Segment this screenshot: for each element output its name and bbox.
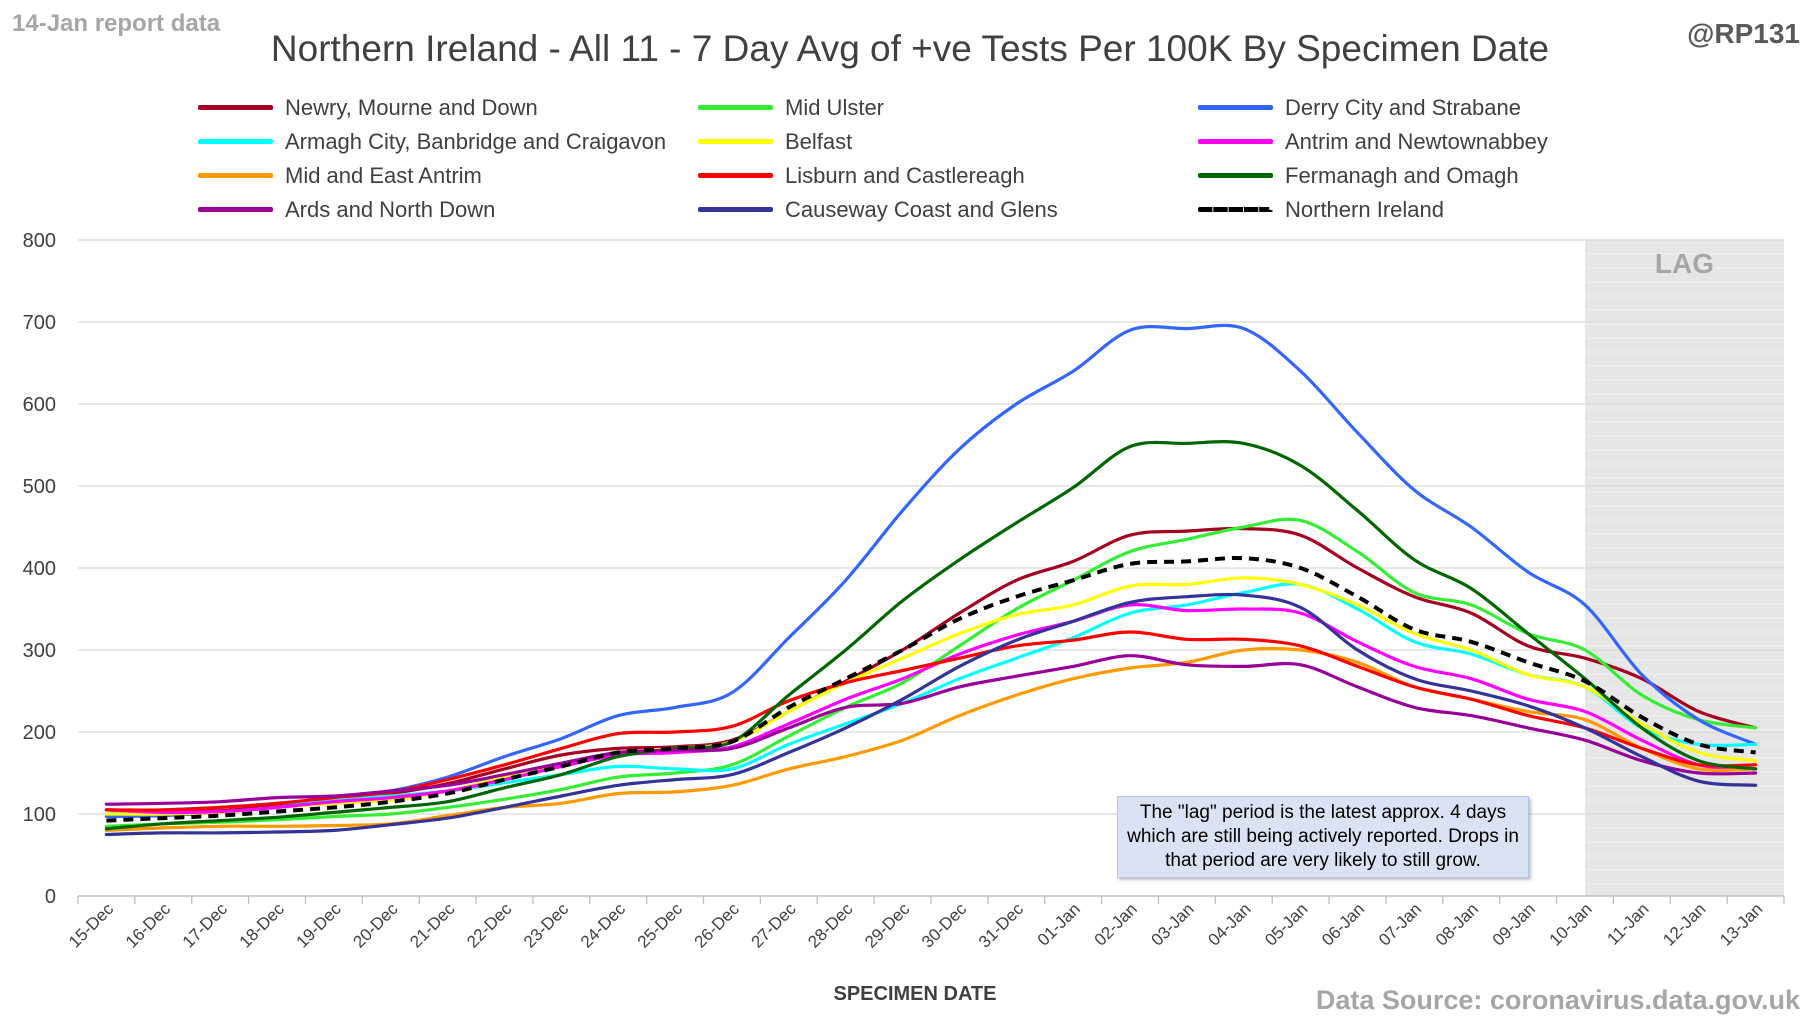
legend-swatch bbox=[198, 207, 273, 212]
legend-item: Fermanagh and Omagh bbox=[1198, 162, 1519, 189]
legend-swatch bbox=[1198, 207, 1273, 212]
x-tick-label: 24-Dec bbox=[577, 899, 630, 952]
x-tick-label: 16-Dec bbox=[122, 899, 175, 952]
legend-item: Lisburn and Castlereagh bbox=[698, 162, 1198, 189]
legend-item: Ards and North Down bbox=[198, 196, 698, 223]
legend-item: Derry City and Strabane bbox=[1198, 94, 1521, 121]
axes: 15-Dec 16-Dec 17-Dec 18-Dec 19-Dec 20-Dec 21-D… bbox=[65, 895, 1785, 952]
legend-item: Mid Ulster bbox=[698, 94, 1198, 121]
x-tick-label: 13-Jan bbox=[1716, 899, 1766, 949]
legend: Newry, Mourne and Down Mid Ulster Derry … bbox=[198, 94, 1548, 223]
legend-label: Lisburn and Castlereagh bbox=[785, 162, 1025, 188]
x-tick-label: 01-Jan bbox=[1034, 899, 1084, 949]
x-tick-label: 22-Dec bbox=[463, 899, 516, 952]
series-line bbox=[104, 517, 1758, 828]
legend-item: Causeway Coast and Glens bbox=[698, 196, 1198, 223]
x-tick-label: 20-Dec bbox=[349, 899, 402, 952]
legend-swatch bbox=[198, 139, 273, 144]
x-tick-label: 28-Dec bbox=[804, 899, 857, 952]
legend-label: Mid and East Antrim bbox=[285, 162, 482, 188]
legend-item: Mid and East Antrim bbox=[198, 162, 698, 189]
legend-label: Antrim and Newtownabbey bbox=[1285, 128, 1548, 154]
legend-label: Belfast bbox=[785, 128, 853, 154]
legend-label: Mid Ulster bbox=[785, 94, 885, 120]
legend-label: Armagh City, Banbridge and Craigavon bbox=[285, 128, 667, 154]
legend-item: Antrim and Newtownabbey bbox=[1198, 128, 1548, 155]
y-tick-label: 800 bbox=[23, 230, 56, 252]
legend-swatch bbox=[198, 173, 273, 178]
x-tick-label: 09-Jan bbox=[1489, 899, 1539, 949]
x-tick-label: 04-Jan bbox=[1204, 899, 1254, 949]
lag-label: LAG bbox=[1655, 248, 1714, 279]
x-tick-label: 18-Dec bbox=[236, 899, 289, 952]
legend-swatch bbox=[698, 105, 773, 110]
series-line bbox=[104, 654, 1758, 806]
x-tick-label: 15-Dec bbox=[65, 899, 118, 952]
y-tick-label: 300 bbox=[23, 640, 56, 662]
legend-swatch bbox=[1198, 173, 1273, 178]
x-tick-label: 07-Jan bbox=[1375, 899, 1425, 949]
series-line bbox=[104, 630, 1758, 812]
report-label: 14-Jan report data bbox=[12, 10, 221, 37]
x-tick-label: 12-Jan bbox=[1659, 899, 1709, 949]
series-line bbox=[104, 576, 1758, 816]
legend-swatch bbox=[198, 105, 273, 110]
legend-label: Northern Ireland bbox=[1285, 196, 1444, 222]
x-tick-label: 30-Dec bbox=[918, 899, 971, 952]
legend-swatch bbox=[698, 207, 773, 212]
legend-item: Northern Ireland bbox=[1198, 196, 1498, 223]
legend-label: Derry City and Strabane bbox=[1285, 94, 1521, 120]
x-tick-label: 19-Dec bbox=[293, 899, 346, 952]
legend-label: Newry, Mourne and Down bbox=[285, 94, 538, 120]
series-line bbox=[104, 526, 1758, 813]
y-tick-label: 600 bbox=[23, 394, 56, 416]
legend-label: Causeway Coast and Glens bbox=[785, 196, 1058, 222]
series-line bbox=[104, 592, 1758, 837]
x-tick-label: 25-Dec bbox=[634, 899, 687, 952]
legend-swatch bbox=[698, 139, 773, 144]
x-tick-label: 05-Jan bbox=[1261, 899, 1311, 949]
x-tick-label: 26-Dec bbox=[691, 899, 744, 952]
y-tick-label: 0 bbox=[45, 886, 56, 908]
series-line bbox=[106, 555, 1756, 823]
legend-label: Ards and North Down bbox=[285, 196, 496, 222]
y-tick-label: 100 bbox=[23, 804, 56, 826]
y-tick-label: 200 bbox=[23, 722, 56, 744]
x-tick-label: 10-Jan bbox=[1546, 899, 1596, 949]
chart-title: Northern Ireland - All 11 - 7 Day Avg of… bbox=[270, 28, 1550, 69]
x-tick-label: 02-Jan bbox=[1091, 899, 1141, 949]
x-tick-label: 21-Dec bbox=[406, 899, 459, 952]
lag-note: The "lag" period is the latest approx. 4… bbox=[1117, 796, 1529, 878]
x-tick-label: 17-Dec bbox=[179, 899, 232, 952]
y-tick-label: 400 bbox=[23, 558, 56, 580]
x-tick-label: 06-Jan bbox=[1318, 899, 1368, 949]
x-tick-label: 08-Jan bbox=[1432, 899, 1482, 949]
series-line bbox=[104, 323, 1758, 819]
x-tick-label: 27-Dec bbox=[747, 899, 800, 952]
x-tick-label: 29-Dec bbox=[861, 899, 914, 952]
y-tick-label: 700 bbox=[23, 312, 56, 334]
series-lines bbox=[104, 323, 1758, 837]
legend-swatch bbox=[1198, 105, 1273, 110]
x-tick-label: 31-Dec bbox=[975, 899, 1028, 952]
series-line bbox=[104, 440, 1758, 831]
legend-item: Newry, Mourne and Down bbox=[198, 94, 698, 121]
author-handle: @RP131 bbox=[1687, 18, 1800, 49]
legend-label: Fermanagh and Omagh bbox=[1285, 162, 1519, 188]
series-line bbox=[104, 582, 1758, 816]
x-axis-title: SPECIMEN DATE bbox=[833, 983, 997, 1005]
legend-swatch bbox=[1198, 139, 1273, 144]
legend-swatch bbox=[698, 173, 773, 178]
x-tick-label: 11-Jan bbox=[1603, 899, 1652, 948]
x-tick-label: 23-Dec bbox=[520, 899, 573, 952]
legend-item: Armagh City, Banbridge and Craigavon bbox=[198, 128, 698, 155]
x-tick-label: 03-Jan bbox=[1148, 899, 1198, 949]
gridlines: 0 100 200 300 400 500 600 700 800 bbox=[23, 230, 1784, 908]
y-tick-label: 500 bbox=[23, 476, 56, 498]
data-source: Data Source: coronavirus.data.gov.uk bbox=[1315, 985, 1800, 1015]
legend-item: Belfast bbox=[698, 128, 1198, 155]
